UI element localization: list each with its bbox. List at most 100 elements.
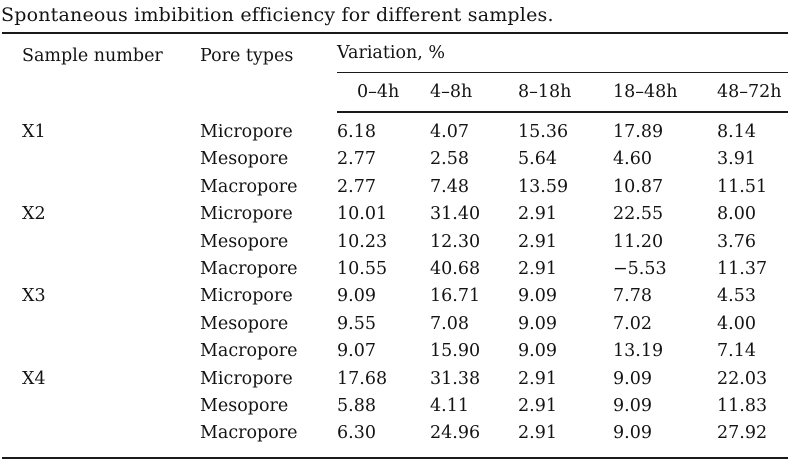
value-cell: 31.38 xyxy=(430,368,481,389)
value-cell: 22.03 xyxy=(717,368,768,389)
value-cell: 8.00 xyxy=(717,204,756,225)
value-cell: 9.09 xyxy=(613,368,652,389)
value-cell: 9.09 xyxy=(613,423,652,444)
value-cell: 16.71 xyxy=(430,286,481,307)
table-row: Mesopore 10.23 12.30 2.91 11.20 3.76 xyxy=(2,229,788,256)
value-cell: 17.89 xyxy=(613,122,664,142)
value-cell: 9.09 xyxy=(613,396,652,417)
sample-number-cell xyxy=(2,311,200,338)
table-caption: Spontaneous imbibition efficiency for di… xyxy=(1,4,554,26)
table-row: X3 Micropore 9.09 16.71 9.09 7.78 4.53 xyxy=(2,283,788,310)
value-cell: 11.83 xyxy=(717,396,768,417)
sample-number-cell xyxy=(2,256,200,283)
value-cell: 4.00 xyxy=(717,313,756,334)
sample-number-cell: X3 xyxy=(22,286,46,307)
value-cell: 5.88 xyxy=(337,396,376,417)
value-cell: 6.18 xyxy=(337,122,376,142)
value-cell: 9.09 xyxy=(518,341,557,362)
pore-type-cell: Micropore xyxy=(200,204,293,225)
value-cell: 7.14 xyxy=(717,341,756,362)
value-cell: 11.51 xyxy=(717,176,768,197)
table-row: X2 Micropore 10.01 31.40 2.91 22.55 8.00 xyxy=(2,201,788,228)
sample-number-cell xyxy=(2,146,200,173)
pore-type-cell: Mesopore xyxy=(200,313,289,334)
col-header-interval-3: 18–48h xyxy=(613,72,717,113)
table-body: X1 Micropore 6.18 4.07 15.36 17.89 8.14 Mesopor… xyxy=(2,112,788,458)
value-cell: 10.23 xyxy=(337,231,388,252)
value-cell: 9.09 xyxy=(518,286,557,307)
value-cell: 24.96 xyxy=(430,423,481,444)
value-cell: 7.08 xyxy=(430,313,469,334)
col-header-interval-0: 0–4h xyxy=(337,72,430,113)
header-row-intervals: 0–4h 4–8h 8–18h 18–48h 48–72h xyxy=(2,72,788,113)
value-cell: 15.90 xyxy=(430,341,481,362)
table-row: Mesopore 9.55 7.08 9.09 7.02 4.00 xyxy=(2,311,788,338)
value-cell: 2.91 xyxy=(518,259,557,280)
value-cell: 10.87 xyxy=(613,176,664,197)
value-cell: 7.78 xyxy=(613,286,652,307)
pore-type-cell: Mesopore xyxy=(200,231,289,252)
value-cell: 31.40 xyxy=(430,204,481,225)
sample-number-cell xyxy=(2,229,200,256)
value-cell: 4.60 xyxy=(613,149,652,170)
table-row: Mesopore 2.77 2.58 5.64 4.60 3.91 xyxy=(2,146,788,173)
value-cell: 2.91 xyxy=(518,368,557,389)
pore-type-cell: Macropore xyxy=(200,259,298,280)
pore-type-cell: Mesopore xyxy=(200,149,289,170)
value-cell: 17.68 xyxy=(337,368,388,389)
value-cell: 9.09 xyxy=(337,286,376,307)
pore-type-cell: Micropore xyxy=(200,286,293,307)
sample-number-cell: X2 xyxy=(22,204,46,225)
value-cell: 7.02 xyxy=(613,313,652,334)
table-row: Macropore 10.55 40.68 2.91 −5.53 11.37 xyxy=(2,256,788,283)
value-cell: 9.07 xyxy=(337,341,376,362)
value-cell: 4.53 xyxy=(717,286,756,307)
value-cell: 3.76 xyxy=(717,231,756,252)
sample-number-cell: X1 xyxy=(22,122,46,142)
pore-type-cell: Macropore xyxy=(200,423,298,444)
value-cell: 8.14 xyxy=(717,122,756,142)
value-cell: 3.91 xyxy=(717,149,756,170)
pore-type-cell: Macropore xyxy=(200,341,298,362)
value-cell: 15.36 xyxy=(518,122,569,142)
sample-number-cell xyxy=(2,420,200,457)
sample-number-cell xyxy=(2,393,200,420)
value-cell: 11.37 xyxy=(717,259,768,280)
sample-number-cell xyxy=(2,174,200,201)
pore-type-cell: Micropore xyxy=(200,122,293,142)
header-row-main: Sample number Pore types Variation, % xyxy=(2,33,788,73)
col-header-interval-2: 8–18h xyxy=(518,72,613,113)
col-header-sample-number: Sample number xyxy=(22,46,163,66)
value-cell: 13.19 xyxy=(613,341,664,362)
table-row: Macropore 2.77 7.48 13.59 10.87 11.51 xyxy=(2,174,788,201)
value-cell: 5.64 xyxy=(518,149,557,170)
table-row: Mesopore 5.88 4.11 2.91 9.09 11.83 xyxy=(2,393,788,420)
pore-type-cell: Macropore xyxy=(200,176,298,197)
value-cell: 9.55 xyxy=(337,313,376,334)
table-row: X1 Micropore 6.18 4.07 15.36 17.89 8.14 xyxy=(2,112,788,146)
value-cell: 6.30 xyxy=(337,423,376,444)
value-cell: 2.58 xyxy=(430,149,469,170)
value-cell: 2.91 xyxy=(518,423,557,444)
value-cell: 22.55 xyxy=(613,204,664,225)
sample-number-cell: X4 xyxy=(22,368,46,389)
col-header-interval-1: 4–8h xyxy=(430,72,518,113)
value-cell: 12.30 xyxy=(430,231,481,252)
value-cell: 9.09 xyxy=(518,313,557,334)
value-cell: −5.53 xyxy=(613,259,667,280)
value-cell: 11.20 xyxy=(613,231,664,252)
imbibition-efficiency-table: Sample number Pore types Variation, % 0–… xyxy=(2,32,788,459)
pore-type-cell: Micropore xyxy=(200,368,293,389)
pore-type-cell: Mesopore xyxy=(200,396,289,417)
value-cell: 2.91 xyxy=(518,231,557,252)
table-row: Macropore 9.07 15.90 9.09 13.19 7.14 xyxy=(2,338,788,365)
value-cell: 40.68 xyxy=(430,259,481,280)
value-cell: 2.91 xyxy=(518,204,557,225)
value-cell: 4.07 xyxy=(430,122,469,142)
col-header-pore-types: Pore types xyxy=(200,46,294,66)
table-header: Sample number Pore types Variation, % 0–… xyxy=(2,33,788,113)
table-row: Macropore 6.30 24.96 2.91 9.09 27.92 xyxy=(2,420,788,457)
value-cell: 27.92 xyxy=(717,423,768,444)
value-cell: 2.91 xyxy=(518,396,557,417)
